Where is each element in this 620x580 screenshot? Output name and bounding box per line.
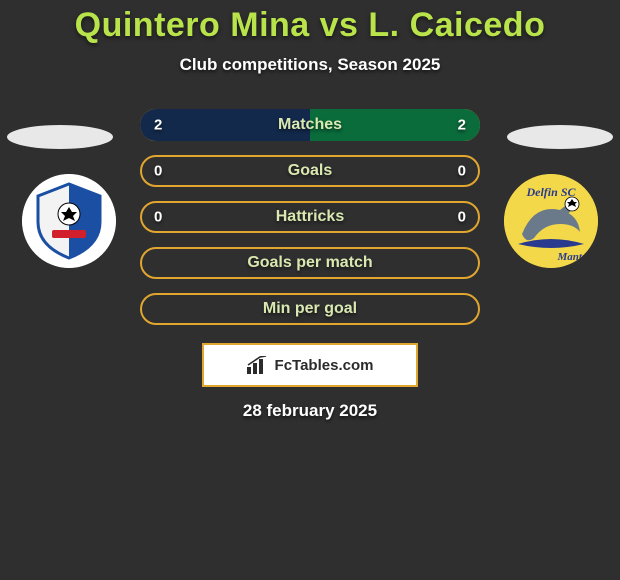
footer-box: FcTables.com <box>202 343 418 387</box>
stat-value-left: 0 <box>154 209 162 226</box>
stat-row: Goals per match <box>140 247 480 279</box>
stat-value-right: 2 <box>458 117 466 134</box>
player-right-ellipse <box>507 125 613 149</box>
stat-row: Min per goal <box>140 293 480 325</box>
stat-label: Min per goal <box>263 300 357 318</box>
stat-value-right: 0 <box>458 209 466 226</box>
stat-label: Hattricks <box>276 208 344 226</box>
bar-chart-icon <box>247 356 269 374</box>
club-badge-left-icon <box>22 174 116 268</box>
svg-text:Delfin SC: Delfin SC <box>525 185 576 199</box>
stat-row: Goals 0 0 <box>140 155 480 187</box>
stat-row: Hattricks 0 0 <box>140 201 480 233</box>
stat-label: Goals per match <box>247 254 372 272</box>
stat-label: Goals <box>288 162 332 180</box>
date: 28 february 2025 <box>243 401 377 421</box>
stat-value-left: 2 <box>154 117 162 134</box>
club-badge-right-icon: Delfin SC Mant <box>504 174 598 268</box>
stat-value-left: 0 <box>154 163 162 180</box>
content: Quintero Mina vs L. Caicedo Club competi… <box>0 0 620 580</box>
footer-text: FcTables.com <box>275 357 374 374</box>
stat-label: Matches <box>278 116 342 134</box>
player-left-ellipse <box>7 125 113 149</box>
stat-row: Matches 2 2 <box>140 109 480 141</box>
stat-value-right: 0 <box>458 163 466 180</box>
page-title: Quintero Mina vs L. Caicedo <box>75 6 546 45</box>
club-badge-right: Delfin SC Mant <box>504 174 598 268</box>
club-badge-left <box>22 174 116 268</box>
subtitle: Club competitions, Season 2025 <box>180 55 441 75</box>
